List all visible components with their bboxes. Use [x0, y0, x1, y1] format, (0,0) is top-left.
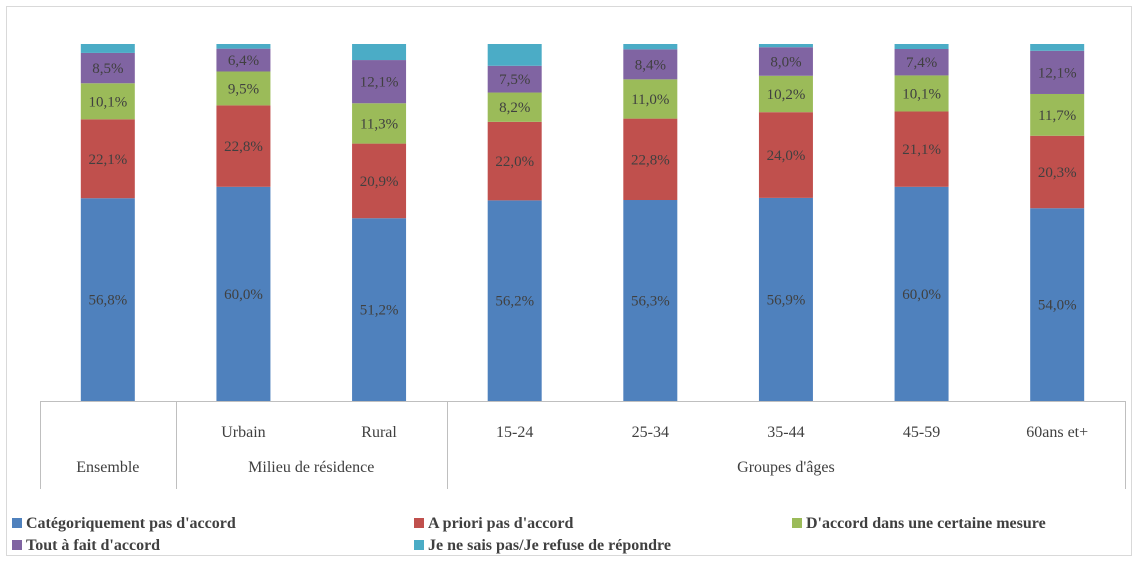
data-label: 21,1% — [902, 142, 941, 158]
data-label: 22,0% — [495, 154, 534, 170]
bar-segment — [487, 65, 542, 93]
category-label: 45-59 — [903, 424, 940, 441]
bar-segment — [894, 75, 949, 112]
category-label: Rural — [361, 424, 397, 441]
data-label: 22,8% — [224, 139, 263, 155]
data-label: 10,1% — [902, 86, 941, 102]
bar-segment — [216, 105, 271, 187]
bar-segment — [487, 92, 542, 122]
bar-segment — [487, 200, 542, 401]
data-label: 8,2% — [499, 100, 530, 116]
bar-segment — [1030, 135, 1085, 209]
bar-segment — [758, 197, 813, 401]
bar-segment — [894, 44, 949, 49]
group-label: Milieu de résidence — [248, 459, 374, 476]
legend-swatch — [414, 540, 424, 550]
bar-segment — [80, 44, 135, 53]
bar-segment — [352, 103, 407, 144]
data-label: 7,4% — [906, 55, 937, 71]
bar-segment — [216, 48, 271, 72]
data-label: 7,5% — [499, 72, 530, 88]
bar-segment — [216, 44, 271, 49]
category-label: 60ans et+ — [1026, 424, 1088, 441]
data-label: 51,2% — [360, 303, 399, 319]
bar-segment — [623, 49, 678, 80]
data-label: 56,3% — [631, 294, 670, 310]
group-label: Groupes d'âges — [737, 459, 835, 476]
legend-label: A priori pas d'accord — [428, 515, 573, 532]
category-axis: Urbain Rural 15-24 25-34 35-44 45-59 60ans et+… — [40, 401, 1126, 489]
data-label: 11,3% — [360, 116, 398, 132]
legend-swatch — [12, 518, 22, 528]
data-label: 8,5% — [92, 61, 123, 77]
data-label: 10,1% — [88, 94, 127, 110]
bar-segment — [352, 44, 407, 61]
category-label: 35-44 — [767, 424, 804, 441]
category-label: 15-24 — [496, 424, 533, 441]
bar-segment — [352, 218, 407, 401]
data-label: 6,4% — [228, 53, 259, 69]
bar-segment — [80, 83, 135, 120]
legend-label: Catégoriquement pas d'accord — [26, 515, 236, 532]
data-label: 56,2% — [495, 294, 534, 310]
bar-segment — [894, 186, 949, 401]
data-label: 22,1% — [88, 152, 127, 168]
bar-segment — [623, 79, 678, 119]
data-label: 20,9% — [360, 174, 399, 190]
data-label: 20,3% — [1038, 165, 1077, 181]
bar-segment — [758, 44, 813, 48]
bar-segment — [216, 186, 271, 401]
bar-segment — [1030, 93, 1085, 136]
data-label: 60,0% — [224, 287, 263, 303]
bar-segment — [758, 112, 813, 198]
data-label: 56,9% — [767, 292, 806, 308]
bar-segment — [352, 143, 407, 219]
data-labels-layer: 56,8% 22,1% 10,1% 8,5% 60,0% 22,8% 9,5% 6,4% 51,… — [88, 53, 1076, 319]
category-label: Urbain — [221, 424, 265, 441]
bar-segment — [623, 118, 678, 201]
legend-swatch — [792, 518, 802, 528]
data-label: 60,0% — [902, 287, 941, 303]
bar-segment — [487, 44, 542, 66]
data-label: 8,0% — [770, 54, 801, 70]
legend-swatch — [12, 540, 22, 550]
bar-segment — [487, 121, 542, 201]
data-label: 22,8% — [631, 152, 670, 168]
legend: Catégoriquement pas d'accord A priori pas… — [12, 515, 1046, 554]
legend-swatch — [414, 518, 424, 528]
data-label: 8,4% — [635, 57, 666, 73]
data-label: 11,7% — [1038, 108, 1076, 124]
data-label: 10,2% — [767, 87, 806, 103]
group-label: Ensemble — [76, 459, 139, 476]
bar-segment — [623, 200, 678, 401]
legend-label: Je ne sais pas/Je refuse de répondre — [428, 537, 671, 554]
bar-segment — [80, 198, 135, 401]
chart-frame — [6, 6, 1132, 556]
bar-segment — [894, 48, 949, 76]
bar-segment — [758, 75, 813, 113]
bar-segment — [894, 111, 949, 187]
data-label: 11,0% — [631, 92, 669, 108]
data-label: 56,8% — [88, 293, 127, 309]
bar-segment — [1030, 50, 1085, 94]
bar-segment — [1030, 208, 1085, 401]
legend-label: D'accord dans une certaine mesure — [806, 515, 1046, 532]
category-label: 25-34 — [632, 424, 669, 441]
bar-segment — [623, 44, 678, 50]
bar-segment — [216, 71, 271, 106]
bar-segment — [1030, 44, 1085, 51]
bar-segment — [758, 47, 813, 76]
bars-layer — [80, 44, 1085, 401]
bar-segment — [80, 52, 135, 84]
data-label: 12,1% — [360, 75, 399, 91]
bar-segment — [352, 60, 407, 104]
legend-label: Tout à fait d'accord — [26, 537, 160, 554]
data-label: 9,5% — [228, 81, 259, 97]
data-label: 24,0% — [767, 148, 806, 164]
data-label: 12,1% — [1038, 65, 1077, 81]
data-label: 54,0% — [1038, 298, 1077, 314]
bar-segment — [80, 119, 135, 199]
